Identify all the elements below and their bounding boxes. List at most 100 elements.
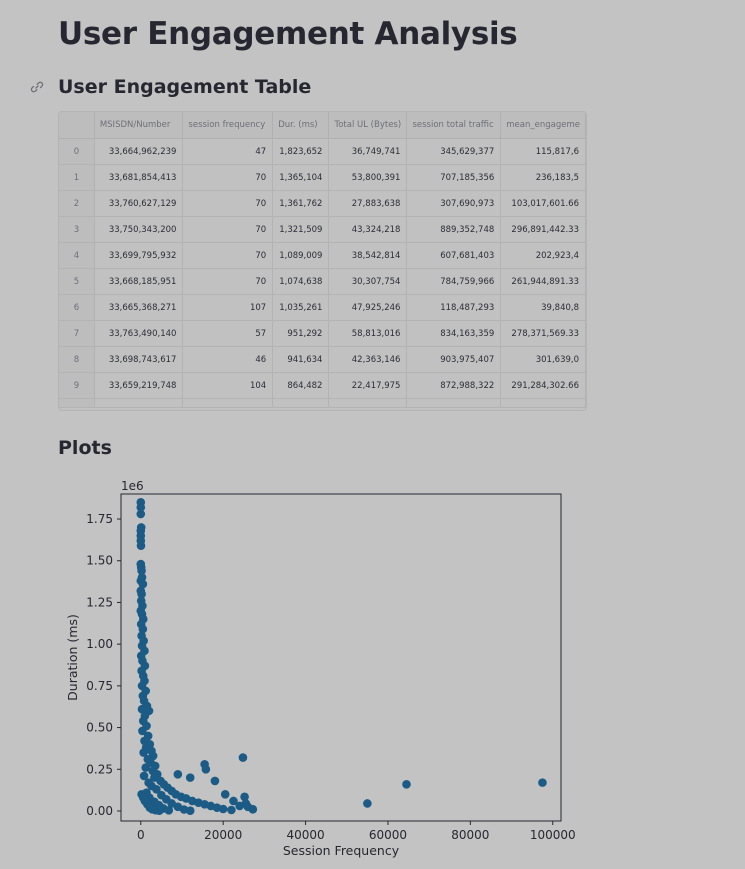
table-cell[interactable]: 296,891,442.33: [500, 216, 586, 243]
table-cell[interactable]: 1,361,762: [272, 190, 330, 217]
dataframe-table[interactable]: MSISDN/Number session frequency Dur. (ms) T…: [58, 111, 587, 411]
table-cell[interactable]: 33,668,185,951: [94, 268, 184, 295]
table-cell[interactable]: 70: [182, 268, 274, 295]
table-cell[interactable]: 307,690,973: [406, 190, 502, 217]
table-cell[interactable]: 903,975,407: [406, 346, 502, 373]
scatter-point: [538, 778, 547, 787]
link-icon[interactable]: [30, 80, 44, 94]
table-cell[interactable]: 33,659,219,748: [94, 372, 184, 399]
table-cell[interactable]: 33,681,854,413: [94, 164, 184, 191]
scatter-point: [137, 704, 147, 714]
table-cell[interactable]: 70: [182, 242, 274, 269]
scatter-point: [136, 541, 146, 551]
table-cell[interactable]: 33,763,490,140: [94, 320, 184, 347]
table-cell[interactable]: 115,817,6: [500, 138, 586, 165]
table-cell[interactable]: 107: [182, 294, 274, 321]
table-cell[interactable]: 1,035,261: [272, 294, 330, 321]
table-cell[interactable]: 38,542,814: [328, 242, 408, 269]
table-cell[interactable]: 33,750,343,200: [94, 216, 184, 243]
table-cell[interactable]: 27,883,638: [328, 190, 408, 217]
table-row[interactable]: 2 33,760,627,129 70 1,361,762 27,883,638 307,…: [59, 190, 586, 217]
table-row[interactable]: 3 33,750,343,200 70 1,321,509 43,324,218 889,…: [59, 216, 586, 243]
table-cell[interactable]: 236,183,5: [500, 164, 586, 191]
table-cell[interactable]: 70: [182, 216, 274, 243]
table-cell[interactable]: 39,840,8: [500, 294, 586, 321]
table-cell[interactable]: 70: [182, 164, 274, 191]
scatter-point: [139, 748, 148, 757]
scatter-point: [136, 509, 146, 519]
table-cell[interactable]: 941,634: [272, 346, 330, 373]
table-cell[interactable]: 33,699,795,932: [94, 242, 184, 269]
table-column-header[interactable]: Total UL (Bytes): [328, 112, 408, 139]
table-cell[interactable]: 1,089,009: [272, 242, 330, 269]
table-cell[interactable]: 951,292: [272, 320, 330, 347]
table-row-partial: [59, 398, 586, 408]
table-cell[interactable]: 291,284,302.66: [500, 372, 586, 399]
table-cell[interactable]: 33,665,368,271: [94, 294, 184, 321]
table-row[interactable]: 7 33,763,490,140 57 951,292 58,813,016 834,16…: [59, 320, 586, 347]
table-row[interactable]: 0 33,664,962,239 47 1,823,652 36,749,741 345,…: [59, 138, 586, 165]
table-cell[interactable]: 46: [182, 346, 274, 373]
table-cell[interactable]: 22,417,975: [328, 372, 408, 399]
table-cell[interactable]: 345,629,377: [406, 138, 502, 165]
table-cell[interactable]: 1,321,509: [272, 216, 330, 243]
table-cell[interactable]: 36,749,741: [328, 138, 408, 165]
table-cell[interactable]: 118,487,293: [406, 294, 502, 321]
table-cell[interactable]: 607,681,403: [406, 242, 502, 269]
table-cell[interactable]: 707,185,356: [406, 164, 502, 191]
table-cell[interactable]: 70: [182, 190, 274, 217]
table-cell[interactable]: 864,482: [272, 372, 330, 399]
scatter-point: [220, 790, 230, 799]
table-cell[interactable]: 1,365,104: [272, 164, 330, 191]
table-cell[interactable]: 33,664,962,239: [94, 138, 184, 165]
y-tick-label: 0.00: [86, 804, 113, 818]
table-cell[interactable]: 301,639,0: [500, 346, 586, 373]
table-cell[interactable]: 42,363,146: [328, 346, 408, 373]
table-index-header[interactable]: [59, 112, 95, 139]
table-cell[interactable]: 33,698,743,617: [94, 346, 184, 373]
table-row[interactable]: 9 33,659,219,748 104 864,482 22,417,975 872,9…: [59, 372, 586, 399]
table-row-index: 2: [59, 190, 95, 217]
table-cell[interactable]: 30,307,754: [328, 268, 408, 295]
scatter-point: [185, 773, 195, 782]
scatter-point: [235, 801, 244, 811]
table-cell[interactable]: 47,925,246: [328, 294, 408, 321]
table-column-header[interactable]: session frequency: [182, 112, 274, 139]
table-column-header[interactable]: mean_engageme: [500, 112, 586, 139]
table-cell[interactable]: 872,988,322: [406, 372, 502, 399]
table-cell[interactable]: 278,371,569.33: [500, 320, 586, 347]
table-cell[interactable]: 202,923,4: [500, 242, 586, 269]
table-row-index: 8: [59, 346, 95, 373]
table-cell[interactable]: 33,760,627,129: [94, 190, 184, 217]
table-row[interactable]: 8 33,698,743,617 46 941,634 42,363,146 903,97…: [59, 346, 586, 373]
table-cell[interactable]: 57: [182, 320, 274, 347]
x-tick-label: 20000: [204, 828, 242, 842]
table-cell[interactable]: 103,017,601.66: [500, 190, 586, 217]
table-cell[interactable]: 834,163,359: [406, 320, 502, 347]
table-cell[interactable]: 1,074,638: [272, 268, 330, 295]
table-cell[interactable]: 104: [182, 372, 274, 399]
table-row[interactable]: 6 33,665,368,271 107 1,035,261 47,925,246 118…: [59, 294, 586, 321]
table-column-header[interactable]: MSISDN/Number: [94, 112, 184, 139]
table-row[interactable]: 5 33,668,185,951 70 1,074,638 30,307,754 784,…: [59, 268, 586, 295]
table-cell[interactable]: 1,823,652: [272, 138, 330, 165]
table-row[interactable]: 1 33,681,854,413 70 1,365,104 53,800,391 707,…: [59, 164, 586, 191]
table-cell[interactable]: 261,944,891.33: [500, 268, 586, 295]
y-tick-label: 0.75: [86, 679, 113, 693]
table-column-header[interactable]: session total traffic: [406, 112, 502, 139]
scatter-point: [227, 805, 236, 815]
y-offset-label: 1e6: [121, 479, 144, 493]
scatter-point: [185, 806, 195, 815]
scatter-point: [152, 785, 161, 794]
scatter-point: [201, 764, 211, 774]
table-cell[interactable]: 53,800,391: [328, 164, 408, 191]
table-row-index: 6: [59, 294, 95, 321]
table-column-header[interactable]: Dur. (ms): [272, 112, 330, 139]
table-cell[interactable]: 784,759,966: [406, 268, 502, 295]
table-cell-empty: [406, 398, 502, 408]
table-row[interactable]: 4 33,699,795,932 70 1,089,009 38,542,814 607,…: [59, 242, 586, 269]
table-cell[interactable]: 43,324,218: [328, 216, 408, 243]
table-cell[interactable]: 58,813,016: [328, 320, 408, 347]
table-cell[interactable]: 47: [182, 138, 274, 165]
table-cell[interactable]: 889,352,748: [406, 216, 502, 243]
